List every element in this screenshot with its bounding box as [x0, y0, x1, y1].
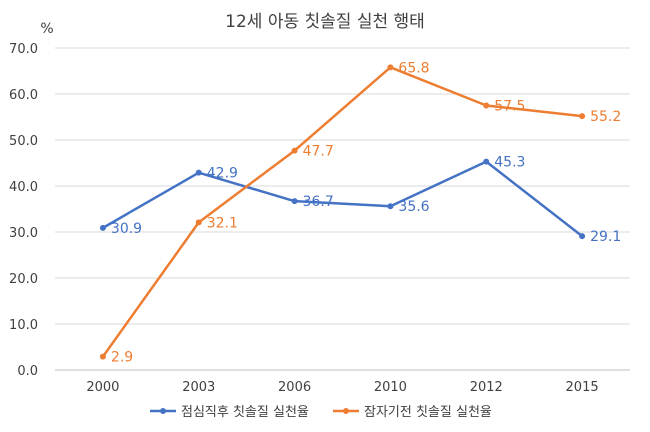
data-point	[387, 64, 394, 71]
data-point	[483, 158, 490, 165]
data-labels: 30.9 42.9 36.7 35.6 45.3 29.1 2.9 32.1 47.7 65.8 5…	[111, 60, 621, 365]
legend-marker	[160, 408, 166, 414]
data-point	[483, 102, 490, 109]
data-point	[291, 198, 298, 205]
data-label: 45.3	[494, 155, 525, 171]
legend-marker	[343, 408, 349, 414]
data-label: 65.8	[398, 60, 429, 76]
data-point	[195, 169, 202, 176]
axes: 0.0 10.0 20.0 30.0 40.0 50.0 60.0 70.0 2000 2003 2…	[9, 42, 630, 395]
data-point	[99, 224, 106, 231]
y-tick-label: 0.0	[17, 364, 38, 379]
y-tick-label: 10.0	[9, 318, 38, 333]
legend-label: 잠자기전 칫솔질 실천율	[364, 405, 492, 420]
y-tick-label: 30.0	[9, 226, 38, 241]
legend-label: 점심직후 칫솔질 실천율	[181, 405, 309, 420]
x-tick-label: 2015	[566, 380, 599, 395]
data-label: 32.1	[207, 215, 238, 231]
grid-lines	[55, 47, 630, 325]
y-tick-label: 70.0	[9, 42, 38, 57]
data-label: 42.9	[207, 166, 238, 182]
x-tick-label: 2003	[182, 380, 215, 395]
y-tick-label: 50.0	[9, 134, 38, 149]
x-tick-label: 2010	[374, 380, 407, 395]
chart-title: 12세 아동 칫솔질 실천 행태	[225, 12, 425, 32]
legend: 점심직후 칫솔질 실천율 잠자기전 칫솔질 실천율	[150, 405, 492, 420]
x-tick-label: 2006	[278, 380, 311, 395]
data-point	[387, 203, 394, 210]
y-tick-label: 60.0	[9, 88, 38, 103]
x-tick-label: 2000	[86, 380, 119, 395]
data-label: 47.7	[303, 144, 334, 160]
data-label: 30.9	[111, 221, 142, 237]
data-label: 55.2	[590, 109, 621, 125]
data-point	[579, 113, 586, 120]
y-tick-label: 40.0	[9, 180, 38, 195]
series-line-1	[101, 66, 584, 358]
data-label: 2.9	[111, 350, 133, 366]
y-tick-label: 20.0	[9, 272, 38, 287]
series-line-0	[101, 160, 584, 238]
data-point	[291, 147, 298, 154]
data-label: 36.7	[303, 194, 334, 210]
series-layer	[99, 64, 586, 360]
y-axis-unit-label: %	[40, 21, 53, 37]
data-label: 57.5	[494, 99, 525, 115]
data-label: 29.1	[590, 229, 621, 245]
data-label: 35.6	[398, 199, 429, 215]
data-point	[195, 219, 202, 226]
x-tick-label: 2012	[470, 380, 503, 395]
data-point	[99, 353, 106, 360]
data-point	[579, 233, 586, 240]
